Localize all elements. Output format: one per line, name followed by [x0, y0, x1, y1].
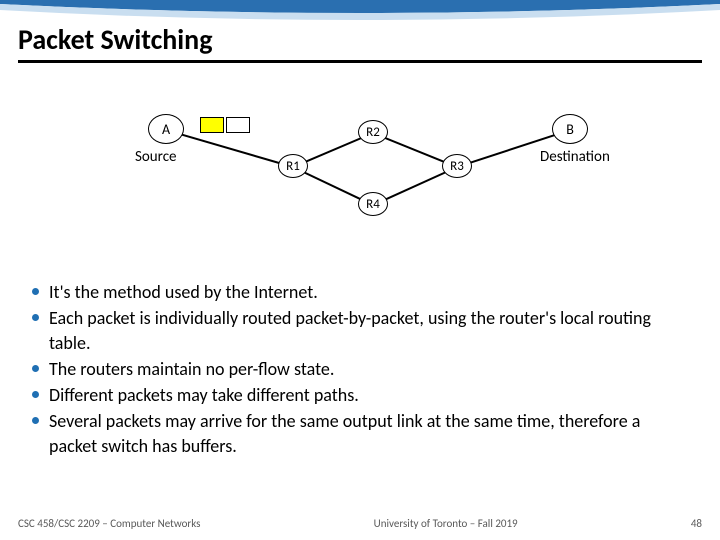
bullet-item: Each packet is individually routed packe… — [32, 306, 692, 355]
bullet-item: Several packets may arrive for the same … — [32, 409, 692, 458]
bullet-text: Each packet is individually routed packe… — [49, 306, 692, 355]
node-r4: R4 — [358, 192, 388, 216]
packet-0 — [200, 117, 224, 133]
bullet-dot-icon — [32, 288, 39, 295]
edge — [166, 129, 293, 167]
bullet-text: Different packets may take different pat… — [49, 383, 359, 407]
title-area: Packet Switching — [18, 22, 212, 57]
bullet-text: It's the method used by the Internet. — [49, 280, 318, 304]
packet-1 — [226, 117, 250, 133]
node-r3: R3 — [442, 154, 472, 178]
node-r1: R1 — [278, 154, 308, 178]
footer-left: CSC 458/CSC 2209 – Computer Networks — [18, 517, 200, 530]
footer-center: University of Toronto – Fall 2019 — [374, 517, 518, 530]
bullet-dot-icon — [32, 365, 39, 372]
node-a: A — [148, 114, 184, 144]
bullet-item: The routers maintain no per-flow state. — [32, 357, 692, 381]
page-title: Packet Switching — [18, 22, 212, 57]
node-r2: R2 — [358, 120, 388, 144]
bullet-dot-icon — [32, 391, 39, 398]
bullet-text: Several packets may arrive for the same … — [49, 409, 692, 458]
bullet-dot-icon — [32, 314, 39, 321]
footer: CSC 458/CSC 2209 – Computer Networks Uni… — [18, 517, 702, 530]
label-destination: Destination — [540, 148, 610, 166]
bullet-list: It's the method used by the Internet.Eac… — [32, 280, 692, 460]
network-diagram: A B R1 R2 R3 R4 Source Destination — [0, 100, 720, 260]
bullet-dot-icon — [32, 417, 39, 424]
bullet-item: Different packets may take different pat… — [32, 383, 692, 407]
footer-page: 48 — [691, 517, 702, 530]
title-underline — [18, 60, 702, 63]
bullet-text: The routers maintain no per-flow state. — [49, 357, 334, 381]
node-b: B — [552, 114, 588, 144]
label-source: Source — [135, 148, 177, 166]
bullet-item: It's the method used by the Internet. — [32, 280, 692, 304]
